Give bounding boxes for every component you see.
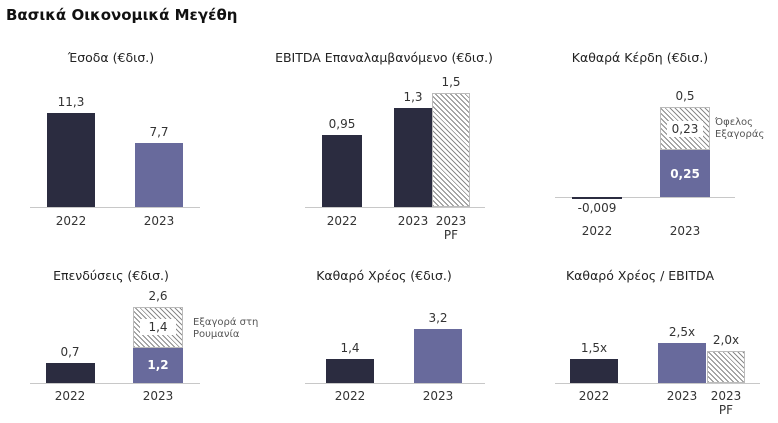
category-label: 2022 [55, 214, 87, 228]
bar [707, 351, 745, 383]
axis-line [30, 207, 200, 208]
bar [572, 197, 622, 199]
page-title: Βασικά Οικονομικά Μεγέθη [6, 6, 238, 24]
chart-title: EBITDA Επαναλαμβανόμενο (€δισ.) [275, 50, 493, 65]
axis-line [305, 383, 485, 384]
chart-title: Επενδύσεις (€δισ.) [53, 268, 169, 283]
bar [660, 150, 710, 197]
axis-line [555, 383, 760, 384]
value-label: 0,7 [60, 344, 80, 359]
annotation: Όφελος Εξαγοράς [715, 117, 765, 140]
value-label: 0,25 [670, 166, 700, 181]
chart-title: Καθαρό Χρέος / EBITDA [565, 268, 715, 283]
category-label: 2022 [578, 389, 610, 403]
category-label: 2022 [326, 214, 358, 228]
value-label: 1,5x [580, 341, 608, 355]
category-label: 2023 [143, 214, 175, 228]
value-label: 1,5 [441, 75, 461, 89]
category-label: 2022 [581, 224, 613, 238]
category-label: 2022 [334, 389, 366, 403]
total-label: 2,6 [148, 289, 168, 303]
bar [47, 113, 95, 207]
value-label: 1,4 [340, 341, 360, 356]
bar [322, 134, 362, 207]
value-label: 0,95 [328, 116, 356, 131]
category-label: 2023 PF [710, 389, 742, 417]
value-label: 0,23 [667, 120, 703, 137]
category-label: 2023 [422, 389, 454, 403]
bar [394, 108, 432, 207]
value-label: 3,2 [428, 311, 448, 325]
chart-title: Έσοδα (€δισ.) [67, 50, 155, 65]
category-label: 2023 [666, 389, 698, 403]
value-label: 1,4 [140, 319, 176, 336]
value-label: 2,5x [668, 325, 696, 339]
axis-line [555, 197, 735, 198]
value-label: 11,3 [57, 95, 85, 109]
value-label: 1,2 [147, 358, 169, 373]
bar [135, 142, 183, 207]
category-label: 2023 [669, 224, 701, 238]
value-label: 2,0x [712, 333, 740, 347]
bar [414, 329, 462, 383]
chart-title: Καθαρό Χρέος (€δισ.) [316, 268, 452, 283]
total-label: 0,5 [675, 89, 695, 103]
value-label: 1,3 [403, 90, 423, 105]
value-label: -0,009 [577, 201, 617, 215]
bar [45, 362, 95, 383]
axis-line [305, 207, 485, 208]
bar [432, 93, 470, 207]
axis-line [30, 383, 200, 384]
category-label: 2023 [142, 389, 174, 403]
category-label: 2023 PF [435, 214, 467, 242]
annotation: Εξαγορά στη Ρουμανία [193, 317, 259, 340]
bar [658, 343, 706, 383]
bar [570, 359, 618, 383]
value-label: 7,7 [149, 124, 169, 139]
bar [133, 347, 183, 383]
chart-title: Καθαρά Κέρδη (€δισ.) [571, 50, 709, 65]
category-label: 2022 [54, 389, 86, 403]
bar [326, 359, 374, 383]
category-label: 2023 [397, 214, 429, 228]
